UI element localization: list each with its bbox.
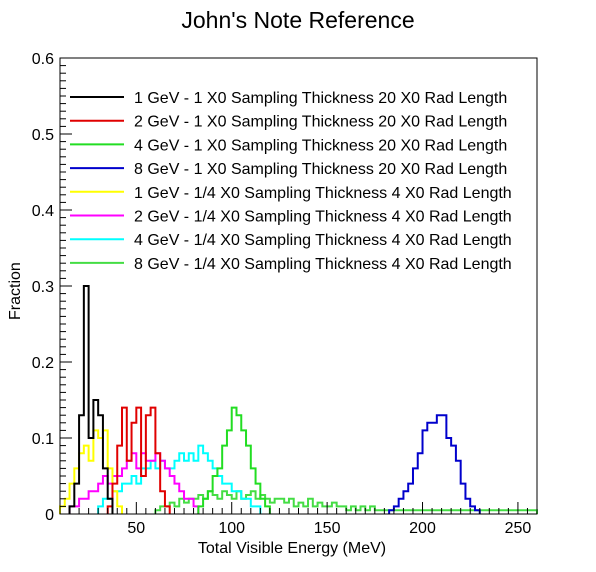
y-tick-label: 0.3	[32, 279, 54, 296]
y-tick-label: 0	[45, 507, 54, 524]
y-axis-label: Fraction	[7, 262, 24, 320]
legend-label-8: 8 GeV - 1/4 X0 Sampling Thickness 4 X0 R…	[134, 256, 512, 273]
legend-label-1: 1 GeV - 1 X0 Sampling Thickness 20 X0 Ra…	[134, 90, 507, 107]
series-6-histogram	[68, 452, 200, 514]
series-4-histogram	[388, 414, 481, 514]
legend-label-5: 1 GeV - 1/4 X0 Sampling Thickness 4 X0 R…	[134, 185, 512, 202]
series-layer	[59, 285, 538, 514]
series-1-histogram	[68, 285, 114, 514]
legend-label-6: 2 GeV - 1/4 X0 Sampling Thickness 4 X0 R…	[134, 209, 512, 226]
x-tick-label: 250	[505, 520, 532, 537]
y-axis: 0 0.1 0.2 0.3 0.4 0.5 0.6	[32, 51, 72, 524]
x-axis-label: Total Visible Energy (MeV)	[198, 540, 386, 557]
y-tick-label: 0.2	[32, 355, 54, 372]
x-tick-label: 100	[218, 520, 245, 537]
series-3-histogram	[197, 406, 271, 514]
legend: 1 GeV - 1 X0 Sampling Thickness 20 X0 Ra…	[70, 90, 512, 273]
y-tick-label: 0.4	[32, 203, 54, 220]
y-tick-label: 0.6	[32, 51, 54, 68]
x-axis: 50 100 150 200 250	[59, 502, 538, 537]
legend-label-4: 8 GeV - 1 X0 Sampling Thickness 20 X0 Ra…	[134, 161, 507, 178]
legend-label-3: 4 GeV - 1 X0 Sampling Thickness 20 X0 Ra…	[134, 137, 507, 154]
x-tick-label: 150	[314, 520, 341, 537]
series-2-histogram	[106, 406, 171, 514]
series-5-histogram	[59, 429, 124, 514]
legend-label-7: 4 GeV - 1/4 X0 Sampling Thickness 4 X0 R…	[134, 232, 512, 249]
legend-label-2: 2 GeV - 1 X0 Sampling Thickness 20 X0 Ra…	[134, 114, 507, 131]
x-tick-label: 50	[127, 520, 145, 537]
y-tick-label: 0.5	[32, 127, 54, 144]
series-7-histogram	[97, 444, 262, 514]
chart-title: John's Note Reference	[181, 7, 414, 33]
x-tick-label: 200	[409, 520, 436, 537]
y-tick-label: 0.1	[32, 431, 54, 448]
